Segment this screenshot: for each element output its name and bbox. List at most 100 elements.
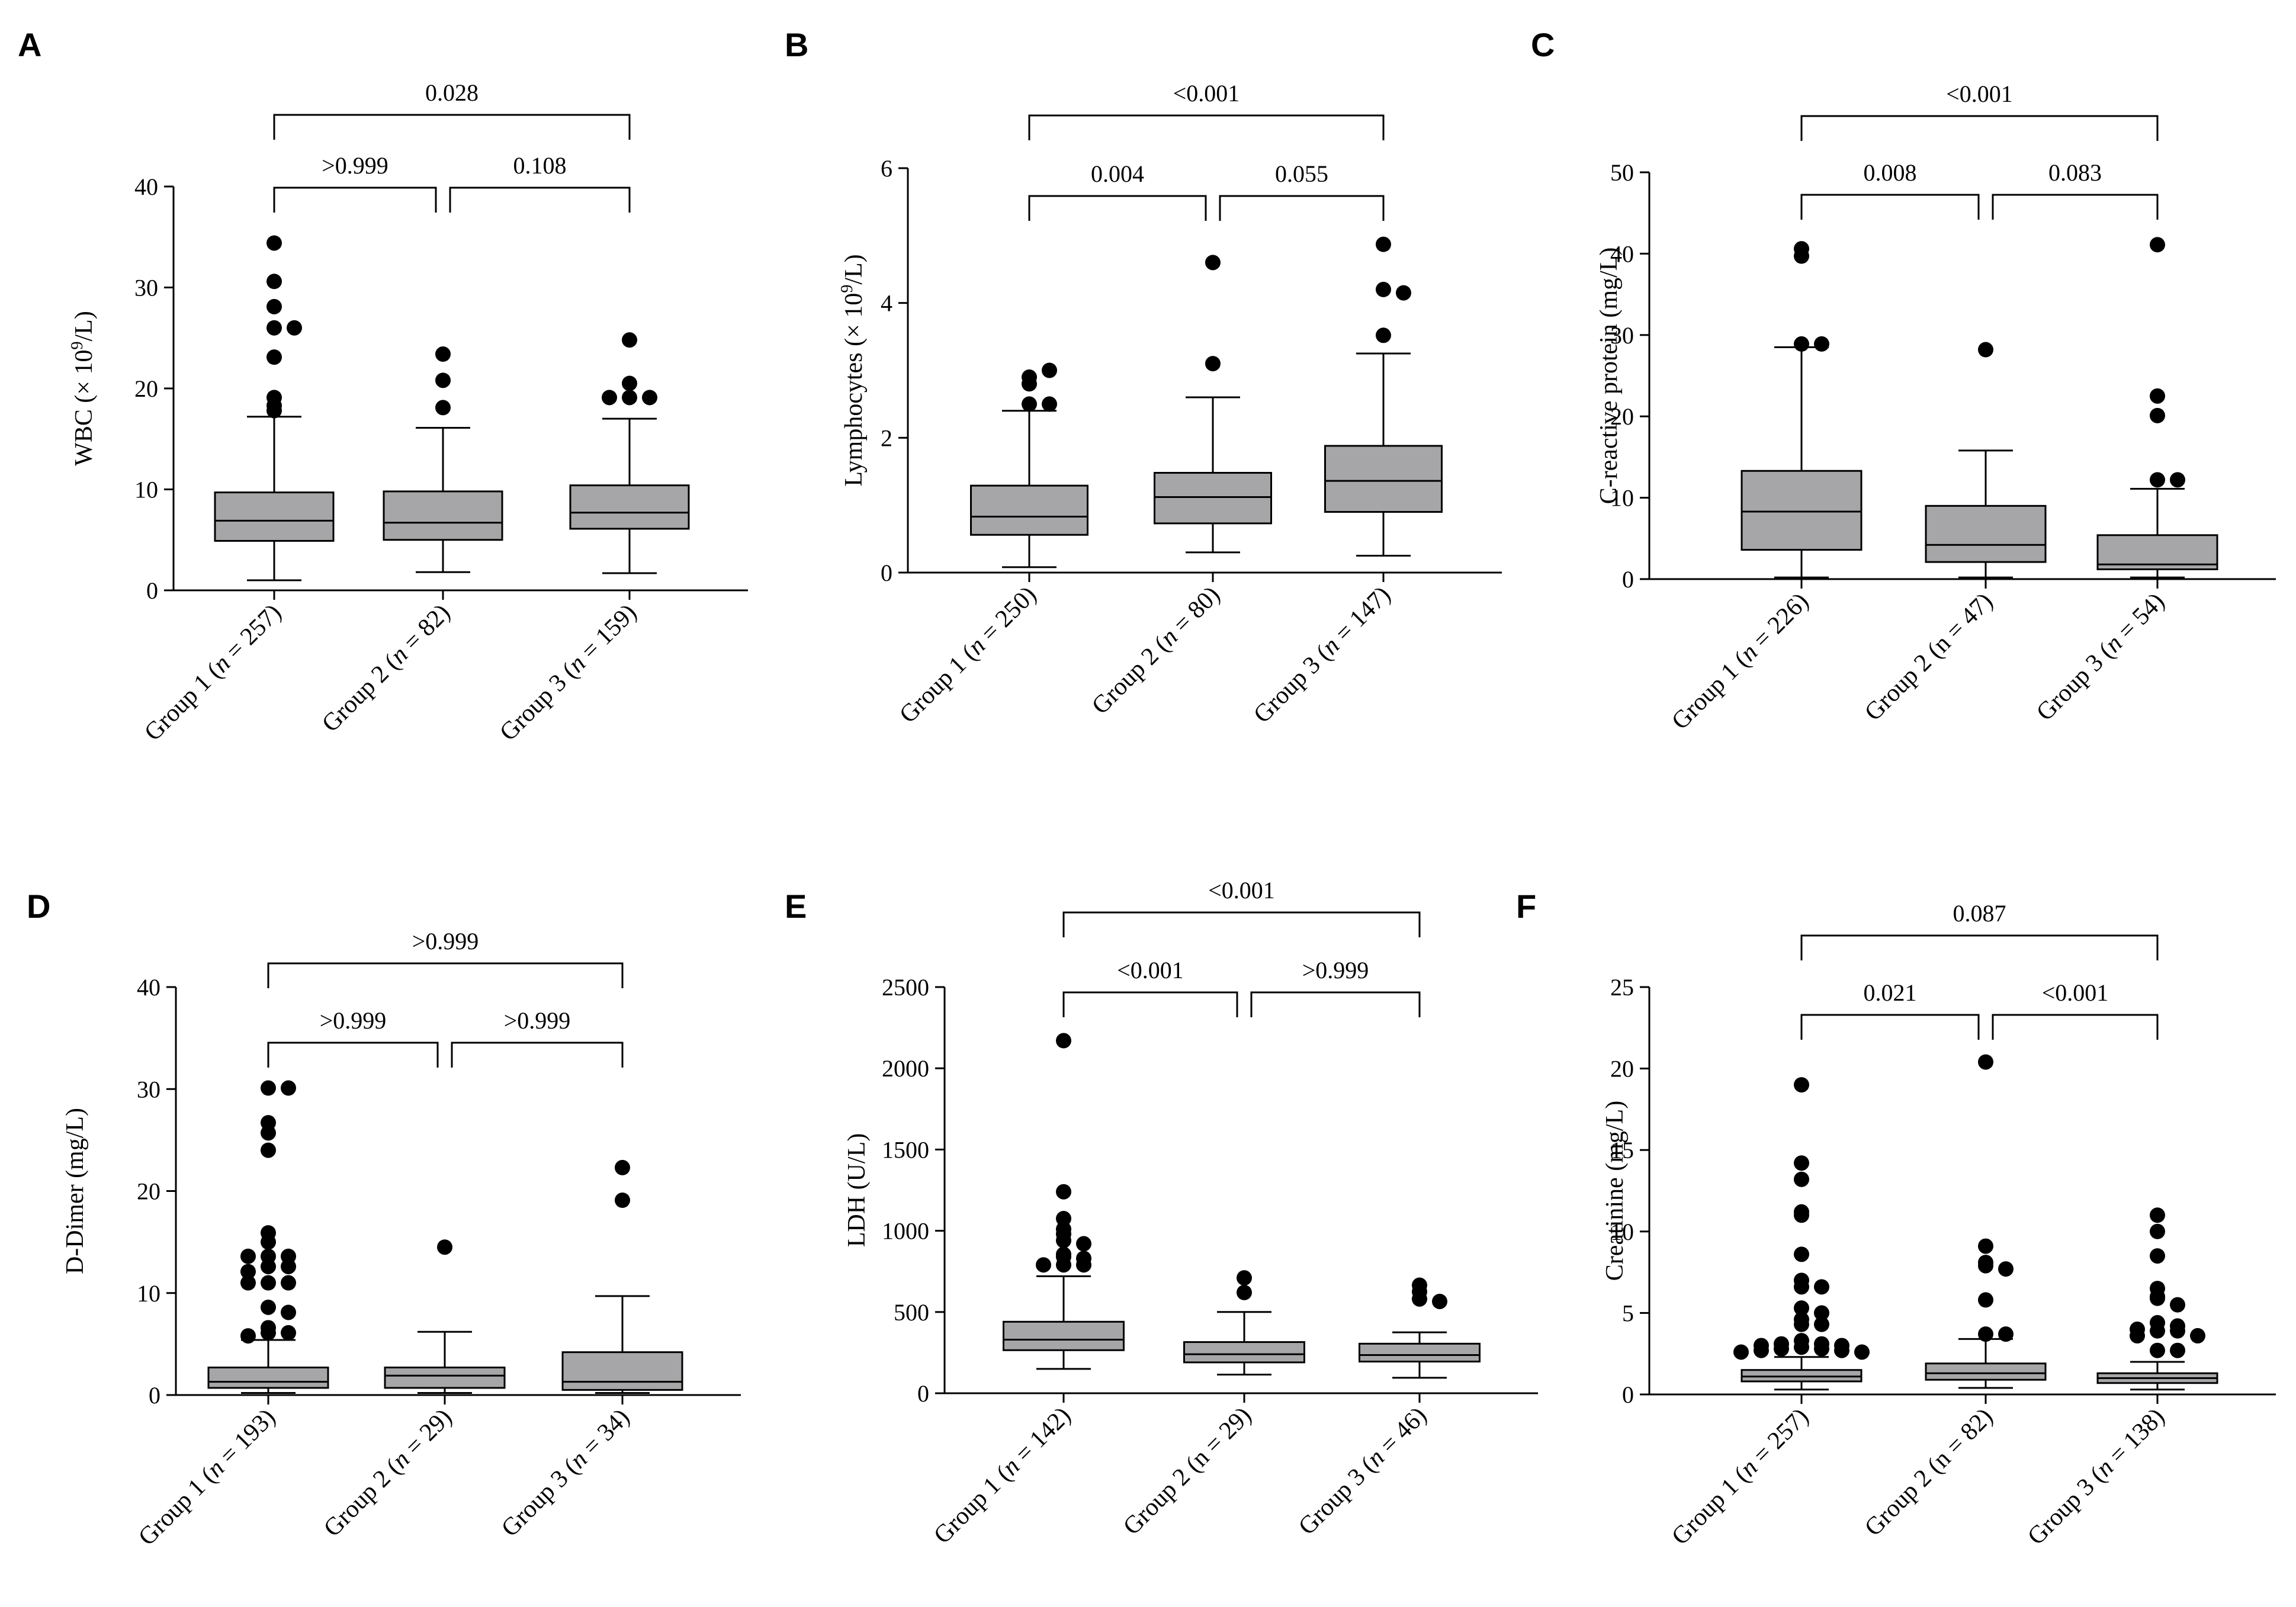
panel-c: C 0 10 20 30 40 50 C-reactive protein (mg/L) Gro… — [1531, 26, 2276, 735]
panel-b-ytick-label: 0 — [881, 560, 892, 586]
panel-f-outlier-point — [1978, 1292, 1993, 1308]
panel-d-ytick-label: 40 — [137, 974, 160, 1001]
panel-d-letter: D — [27, 888, 50, 925]
panel-f-outlier-point — [1794, 1207, 1809, 1223]
panel-e-ytick-label: 1000 — [882, 1218, 929, 1245]
panel-b-ytick-label: 4 — [881, 290, 892, 317]
panel-c-ytick-label: 0 — [1622, 566, 1634, 593]
panel-b-outlier-point — [1042, 362, 1057, 378]
panel-e-category-text: Group 3 ( — [1293, 1453, 1381, 1541]
panel-d-outlier-point — [281, 1275, 296, 1291]
panel-a-bracket — [273, 114, 631, 140]
panel-e-box-2 — [1183, 1341, 1305, 1364]
panel-f-category-label-1: Group 1 (n = 257) — [1666, 1403, 1814, 1551]
panel-f-outlier-point — [2150, 1290, 2165, 1306]
panel-f-outlier-point — [1978, 1238, 1993, 1254]
panel-d-outlier-point — [261, 1080, 276, 1096]
panel-c-ytick-label: 10 — [1610, 485, 1634, 512]
panel-f-outlier-point — [2150, 1342, 2165, 1358]
panel-f-outlier-point — [2190, 1328, 2205, 1344]
panel-b-outlier-point — [1022, 376, 1037, 392]
panel-b-outlier-point — [1205, 255, 1221, 271]
panel-a-bracket — [273, 187, 437, 213]
panel-a-category-text: Group 3 ( — [494, 658, 582, 746]
panel-f-y-axis-label: Creatinine (mg/L) — [1601, 1101, 1629, 1281]
panel-a-ytick-label: 0 — [146, 577, 158, 604]
panel-c-letter: C — [1531, 26, 1555, 63]
panel-c-outlier-point — [2150, 472, 2165, 488]
panel-c-box-1 — [1741, 470, 1863, 551]
panel-a-ylabel-sup: 9 — [68, 341, 86, 349]
panel-a-box-2 — [383, 490, 503, 541]
panel-e-category-count: = 142) — [1006, 1402, 1076, 1473]
panel-b-category-label-1: Group 1 (n = 250) — [894, 581, 1042, 729]
panel-f-ylabel-text: Creatinine (mg/L) — [1601, 1101, 1629, 1281]
panel-d-outlier-point — [240, 1275, 256, 1291]
panel-e-outlier-point — [1056, 1233, 1071, 1249]
panel-a-ytick-label: 30 — [134, 275, 158, 301]
panel-e-outlier-point — [1036, 1257, 1051, 1273]
panel-f-category-text: Group 1 ( — [1666, 1463, 1754, 1550]
panel-d-outlier-point — [437, 1239, 452, 1255]
panel-f-outlier-point — [2130, 1328, 2145, 1344]
panel-d-ytick-label: 30 — [137, 1076, 160, 1103]
panel-a-outlier-point — [622, 375, 637, 391]
panel-a-bracket — [449, 187, 631, 213]
panel-d-outlier-point — [261, 1234, 276, 1250]
panel-d-category-label-1: Group 1 (n = 193) — [133, 1404, 281, 1551]
panel-b-p-value: 0.055 — [1275, 160, 1328, 187]
panel-f-outlier-point — [1998, 1326, 2014, 1342]
panel-d-bracket — [267, 962, 624, 988]
panel-c-outlier-point — [1978, 342, 1993, 358]
panel-a-category-text: Group 1 ( — [139, 658, 227, 746]
panel-c-ytick-label: 40 — [1610, 240, 1634, 267]
panel-f-outlier-point — [1794, 1300, 1809, 1316]
panel-a-outlier-point — [435, 372, 451, 388]
panel-a-ytick-label: 40 — [134, 173, 158, 200]
panel-a-outlier-point — [266, 403, 282, 419]
panel-f-outlier-point — [1733, 1344, 1749, 1360]
panel-d-outlier-point — [615, 1159, 630, 1175]
panel-f-outlier-point — [1794, 1339, 1809, 1355]
panel-d: D 0 10 20 30 40 D-Dimer (mg/L) Group 1 (n = 193… — [27, 888, 741, 1551]
panel-c-outlier-point — [1814, 336, 1829, 352]
panel-e-category-label-2: Group 2 (n = 29) — [1118, 1402, 1257, 1541]
panel-d-p-value: >0.999 — [412, 928, 479, 954]
panel-d-ytick-label: 0 — [149, 1382, 160, 1409]
panel-a-outlier-point — [266, 235, 282, 251]
panel-e-category-text: Group 2 (n = 29) — [1118, 1402, 1257, 1541]
panel-d-outlier-point — [281, 1258, 296, 1274]
panel-c-bracket — [1800, 194, 1980, 220]
panel-b-category-label-2: Group 2 (n = 80) — [1087, 581, 1225, 720]
panel-e-category-label-3: Group 3 (n = 46) — [1293, 1402, 1432, 1541]
panel-f-outlier-point — [1794, 1171, 1809, 1187]
panel-f-outlier-point — [1978, 1258, 1993, 1274]
panel-a: A 0 10 20 30 40 WBC (× 109/L) Group 1 (n = 257)… — [18, 26, 748, 746]
panel-e-outlier-point — [1056, 1257, 1071, 1273]
panel-c-box-2 — [1925, 504, 2047, 563]
panel-e-ytick-label: 500 — [894, 1299, 929, 1326]
panel-f-outlier-point — [2150, 1207, 2165, 1223]
panel-e-ytick-label: 2000 — [882, 1055, 929, 1082]
panel-d-ylabel-text: D-Dimer (mg/L) — [62, 1108, 89, 1274]
panel-e-letter: E — [785, 888, 807, 925]
panel-f-ytick-label: 5 — [1622, 1300, 1634, 1326]
panel-e-bracket — [1062, 911, 1421, 937]
panel-b-outlier-point — [1396, 285, 1411, 301]
panel-d-p-value: >0.999 — [504, 1007, 571, 1034]
panel-e-ytick-label: 2500 — [882, 974, 929, 1001]
panel-d-outlier-point — [261, 1275, 276, 1291]
panel-d-ytick-label: 10 — [137, 1280, 160, 1307]
panel-d-category-label-3: Group 3 (n = 34) — [496, 1404, 635, 1542]
panel-b-y-axis-label: Lymphocytes (× 109/L) — [838, 254, 868, 486]
panel-d-outlier-point — [281, 1304, 296, 1320]
panel-f-bracket — [1800, 1014, 1980, 1040]
panel-f-p-value: 0.021 — [1864, 979, 1917, 1006]
panel-c-outlier-point — [1794, 248, 1809, 264]
panel-c-category-count: = 226) — [1743, 588, 1814, 658]
panel-d-bracket — [267, 1042, 439, 1068]
panel-e-p-value: <0.001 — [1208, 877, 1275, 904]
panel-a-category-count: = 257) — [216, 599, 287, 670]
panel-d-outlier-point — [261, 1142, 276, 1158]
panel-d-category-text: Group 3 ( — [496, 1455, 584, 1542]
